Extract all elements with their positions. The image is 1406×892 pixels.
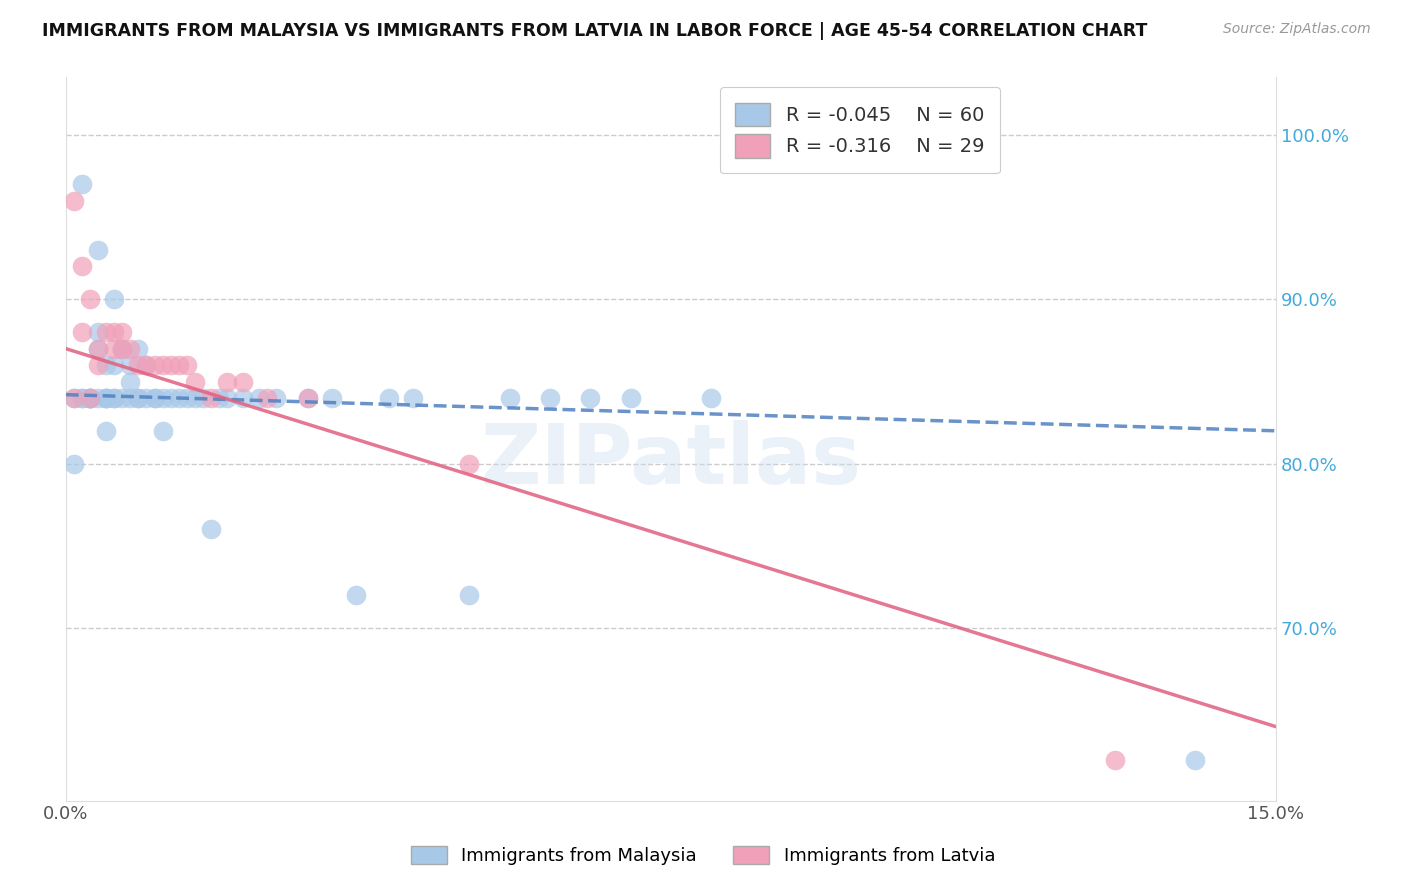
Point: [79, 391, 101, 405]
Point: [79, 391, 101, 405]
Point: [87, 243, 110, 257]
Point: [103, 391, 125, 405]
Point: [70, 178, 93, 192]
Point: [127, 391, 149, 405]
Point: [94, 358, 117, 372]
Point: [458, 588, 481, 602]
Point: [217, 375, 239, 389]
Point: [297, 391, 319, 405]
Point: [127, 391, 149, 405]
Point: [87, 342, 110, 356]
Point: [120, 358, 142, 372]
Point: [264, 391, 287, 405]
Point: [127, 358, 149, 372]
Point: [63, 457, 86, 471]
Point: [135, 358, 157, 372]
Point: [103, 358, 125, 372]
Point: [79, 391, 101, 405]
Point: [103, 293, 125, 307]
Point: [344, 588, 367, 602]
Point: [143, 358, 166, 372]
Point: [79, 293, 101, 307]
Point: [619, 391, 641, 405]
Point: [297, 391, 319, 405]
Point: [538, 391, 561, 405]
Point: [217, 391, 239, 405]
Point: [700, 391, 723, 405]
Point: [143, 391, 166, 405]
Legend: Immigrants from Malaysia, Immigrants from Latvia: Immigrants from Malaysia, Immigrants fro…: [402, 837, 1004, 874]
Point: [79, 391, 101, 405]
Point: [63, 391, 86, 405]
Point: [135, 391, 157, 405]
Point: [135, 358, 157, 372]
Point: [111, 391, 134, 405]
Point: [143, 391, 166, 405]
Point: [176, 391, 198, 405]
Point: [94, 391, 117, 405]
Point: [176, 358, 198, 372]
Point: [249, 391, 271, 405]
Point: [167, 391, 190, 405]
Point: [232, 375, 254, 389]
Point: [87, 391, 110, 405]
Point: [111, 342, 134, 356]
Point: [79, 391, 101, 405]
Point: [167, 358, 190, 372]
Point: [70, 391, 93, 405]
Point: [111, 342, 134, 356]
Point: [152, 391, 174, 405]
Point: [103, 325, 125, 339]
Point: [120, 391, 142, 405]
Point: [232, 391, 254, 405]
Point: [111, 325, 134, 339]
Point: [70, 260, 93, 274]
Point: [94, 391, 117, 405]
Point: [200, 523, 222, 537]
Point: [321, 391, 343, 405]
Point: [458, 457, 481, 471]
Point: [63, 391, 86, 405]
Point: [120, 342, 142, 356]
Point: [191, 391, 214, 405]
Point: [1104, 752, 1126, 766]
Point: [70, 325, 93, 339]
Point: [103, 391, 125, 405]
Point: [152, 424, 174, 438]
Text: Source: ZipAtlas.com: Source: ZipAtlas.com: [1223, 22, 1371, 37]
Point: [70, 391, 93, 405]
Point: [579, 391, 602, 405]
Point: [159, 391, 181, 405]
Legend: R = -0.045    N = 60, R = -0.316    N = 29: R = -0.045 N = 60, R = -0.316 N = 29: [720, 87, 1000, 174]
Point: [208, 391, 231, 405]
Point: [498, 391, 520, 405]
Text: ZIPatlas: ZIPatlas: [481, 420, 862, 501]
Point: [1184, 752, 1206, 766]
Point: [184, 391, 207, 405]
Point: [152, 358, 174, 372]
Point: [87, 342, 110, 356]
Point: [94, 325, 117, 339]
Point: [94, 391, 117, 405]
Text: IMMIGRANTS FROM MALAYSIA VS IMMIGRANTS FROM LATVIA IN LABOR FORCE | AGE 45-54 CO: IMMIGRANTS FROM MALAYSIA VS IMMIGRANTS F…: [42, 22, 1147, 40]
Point: [120, 375, 142, 389]
Point: [402, 391, 425, 405]
Point: [103, 342, 125, 356]
Point: [184, 375, 207, 389]
Point: [127, 342, 149, 356]
Point: [159, 358, 181, 372]
Point: [63, 194, 86, 208]
Point: [87, 325, 110, 339]
Point: [200, 391, 222, 405]
Point: [94, 424, 117, 438]
Point: [377, 391, 399, 405]
Point: [87, 358, 110, 372]
Point: [111, 342, 134, 356]
Point: [256, 391, 278, 405]
